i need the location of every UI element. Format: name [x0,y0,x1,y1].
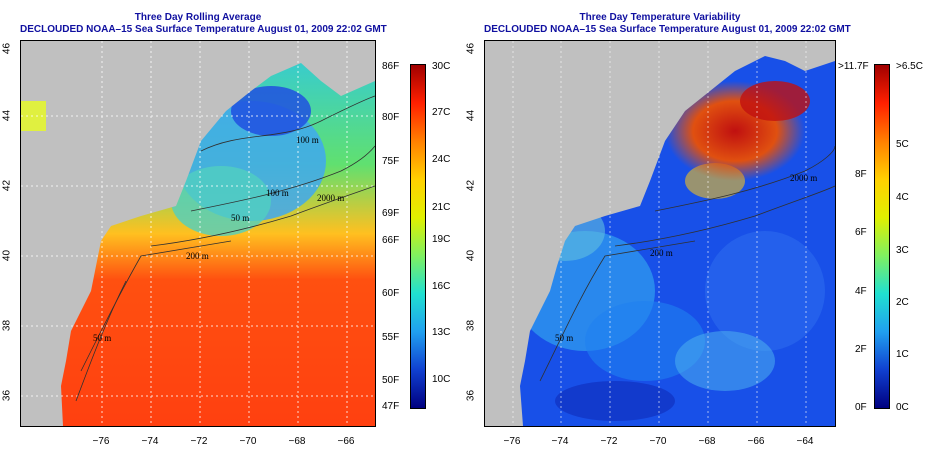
colorbar-c-label: 10C [432,374,451,385]
colorbar-f-label: 86F [382,61,400,72]
colorbar-c-label: 2C [896,297,909,308]
y-tick: 42 [465,179,477,192]
x-tick: −74 [551,436,569,447]
x-tick: −74 [141,436,159,447]
y-tick: 40 [1,249,13,262]
left-title-1: Three Day Rolling Average [134,12,262,23]
colorbar-c-label: 16C [432,281,451,292]
y-tick: 46 [1,42,13,55]
right-title-1: Three Day Temperature Variability [579,12,741,23]
x-tick: −66 [747,436,765,447]
colorbar-c-label: 4C [896,192,909,203]
x-tick: −76 [503,436,521,447]
y-tick: 42 [1,179,13,192]
right-title-2: DECLOUDED NOAA–15 Sea Surface Temperatur… [484,24,851,35]
left-colorbar [410,64,426,409]
colorbar-f-label: 6F [855,227,867,238]
contour-label: 200 m [186,251,209,261]
right-colorbar [874,64,890,409]
y-tick: 38 [465,319,477,332]
colorbar-f-label: 50F [382,375,400,386]
colorbar-c-label: 13C [432,327,451,338]
colorbar-c-label: 19C [432,234,451,245]
colorbar-c-label: 30C [432,61,451,72]
contour-label: 100 m [266,188,289,198]
colorbar-c-label: 5C [896,139,909,150]
y-tick: 44 [465,109,477,122]
colorbar-f-label: 75F [382,156,400,167]
contour-label: 200 m [650,248,673,258]
colorbar-c-label: 24C [432,154,451,165]
colorbar-c-label: 21C [432,202,451,213]
y-tick: 36 [1,389,13,402]
x-tick: −68 [288,436,306,447]
contour-label: 50 m [93,333,111,343]
colorbar-c-label: 3C [896,245,909,256]
colorbar-f-label: 80F [382,112,400,123]
colorbar-f-label: 8F [855,169,867,180]
x-tick: −68 [698,436,716,447]
colorbar-f-label: 47F [382,401,400,412]
colorbar-f-label: 60F [382,288,400,299]
contour-label: 50 m [231,213,249,223]
colorbar-f-label: 4F [855,286,867,297]
colorbar-f-label: 69F [382,208,400,219]
colorbar-c-label: 1C [896,349,909,360]
colorbar-c-label: 0C [896,402,909,413]
contour-label: 2000 m [317,193,344,203]
right-variability-map: 2000 m 200 m 50 m [484,40,836,427]
y-tick: 40 [465,249,477,262]
y-tick: 46 [465,42,477,55]
colorbar-f-label: 55F [382,332,400,343]
y-tick: 38 [1,319,13,332]
left-sst-map: 100 m 2000 m 100 m 50 m 200 m 50 m [20,40,376,427]
x-tick: −64 [796,436,814,447]
colorbar-f-label: 0F [855,402,867,413]
y-tick: 36 [465,389,477,402]
x-tick: −70 [239,436,257,447]
contour-label: 2000 m [790,173,817,183]
colorbar-c-label: 27C [432,107,451,118]
x-tick: −70 [649,436,667,447]
colorbar-f-label: 2F [855,344,867,355]
contour-label: 100 m [296,135,319,145]
x-tick: −72 [190,436,208,447]
left-title-2: DECLOUDED NOAA–15 Sea Surface Temperatur… [20,24,387,35]
contour-label: 50 m [555,333,573,343]
x-tick: −76 [92,436,110,447]
y-tick: 44 [1,109,13,122]
colorbar-f-label: 66F [382,235,400,246]
x-tick: −66 [337,436,355,447]
colorbar-f-label: >11.7F [838,61,869,72]
colorbar-c-label: >6.5C [896,61,923,72]
x-tick: −72 [600,436,618,447]
